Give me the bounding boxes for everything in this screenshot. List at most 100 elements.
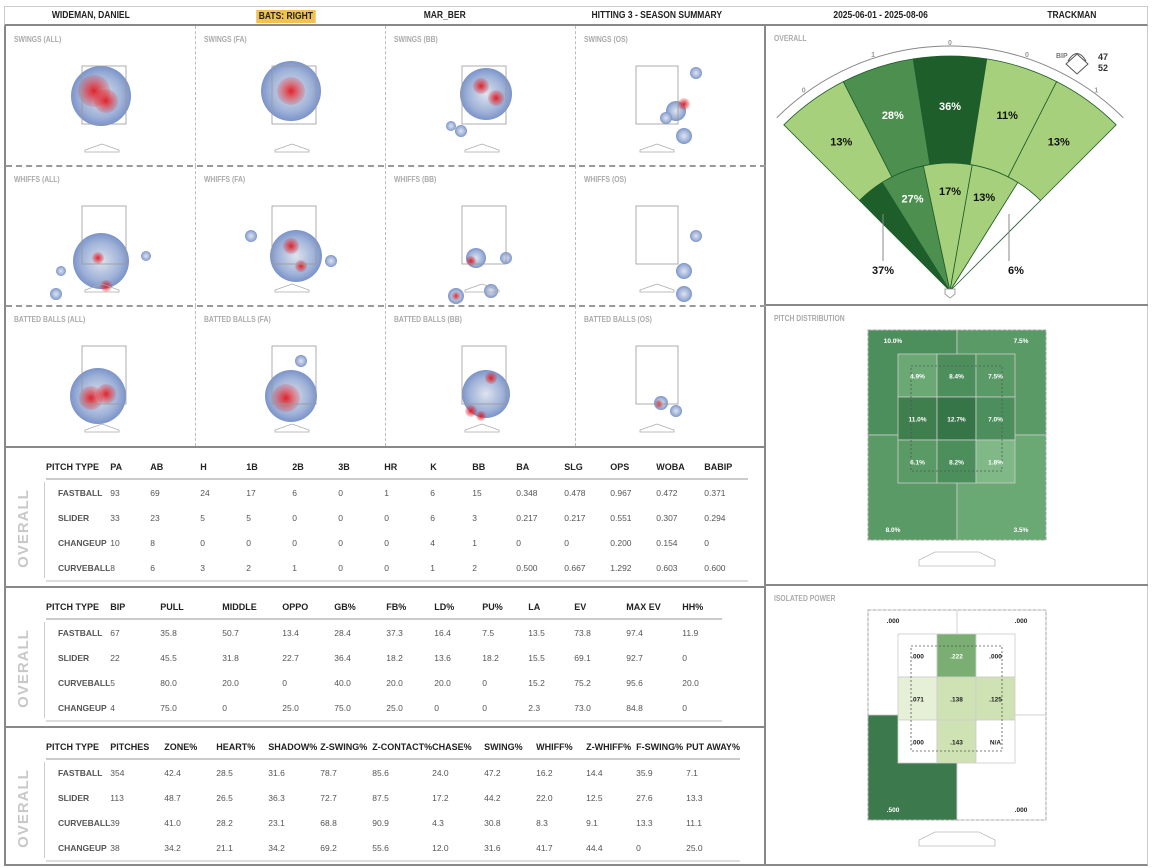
stat-cell: 8 [150, 537, 155, 548]
stat-cell: 0.472 [656, 487, 678, 498]
zone-value: 7.5% [988, 374, 1003, 381]
right-panel: OVERALL 13% 28% 36% 11% 13% 27% 17% 13% 37% 6% 0 1 0… [766, 26, 1148, 866]
plate-discipline-table: OVERALL PITCH TYPE PITCHES ZONE% HEART% SHAD… [6, 726, 766, 864]
zone-value: .143 [950, 740, 963, 747]
home-plate-icon [274, 423, 310, 433]
home-plate-icon [84, 283, 120, 293]
stat-cell: 17.2 [432, 792, 449, 803]
stat-cell: 69 [150, 487, 160, 498]
home-plate-icon [918, 551, 996, 567]
stat-cell: 44.2 [484, 792, 501, 803]
iso-power-zone: .000 .000 .500 .000 .000 .222 .000 .071 .138 .125… [867, 609, 1047, 847]
heatmap-label: WHIFFS (BB) [394, 175, 437, 184]
column-header: LA [528, 596, 575, 620]
zone-value: .500 [887, 807, 900, 814]
column-header: EV [574, 596, 627, 620]
hr-count: 1 [871, 52, 875, 59]
stat-cell: 0.217 [516, 512, 538, 523]
zone-value: .125 [989, 697, 1002, 704]
stat-cell: 0 [564, 537, 569, 548]
heat-blob [476, 411, 486, 421]
heatmap-plot [261, 61, 321, 153]
inner-zone [936, 353, 977, 398]
zone-value: 1.8% [988, 460, 1003, 467]
heat-blob [676, 286, 692, 302]
stat-cell: 7.1 [686, 767, 698, 778]
pitch-type-cell: FASTBALL [58, 627, 103, 638]
stat-cell: 24 [200, 487, 210, 498]
strike-zone [635, 205, 679, 265]
divider [44, 622, 45, 718]
table-row: CHANGEUP 10 8 0 0 0 0 0 4 1 0 0 0.200 0.154 0 [46, 530, 748, 555]
stat-cell: 18.2 [482, 652, 499, 663]
stat-cell: 11.9 [682, 627, 699, 638]
zone-value: 7.5% [1014, 338, 1029, 345]
stat-cell: 4 [110, 695, 161, 722]
stat-cell: 5 [110, 677, 115, 688]
column-header: H [200, 456, 247, 480]
stat-cell: 0.967 [610, 487, 632, 498]
stat-cell: 48.7 [164, 792, 181, 803]
bip-value: 52 [1098, 63, 1108, 73]
stat-cell: 28.2 [216, 817, 233, 828]
heatmap-plot [265, 345, 317, 433]
hr-count: 0 [802, 88, 806, 95]
column-header: PITCH TYPE [46, 736, 111, 760]
outfield-pct: 11% [996, 110, 1018, 122]
zone-border [867, 329, 1047, 541]
stat-cell: 5 [246, 512, 251, 523]
stat-cell: 0.603 [656, 555, 705, 582]
column-header: BABIP [704, 456, 749, 480]
stats-table: PITCH TYPE PITCHES ZONE% HEART% SHADOW% Z-SWI… [46, 736, 740, 862]
heat-blob [465, 405, 477, 417]
stat-cell: 33 [110, 512, 120, 523]
table-row: CURVEBALL 39 41.0 28.2 23.1 68.8 90.9 4.3 30.8 8.… [46, 810, 740, 835]
column-header: HH% [682, 596, 723, 620]
stat-cell: 0 [482, 677, 487, 688]
stat-cell: 113 [110, 792, 124, 803]
pitch-type-cell: SLIDER [58, 652, 90, 663]
stat-cell: 69.2 [320, 835, 373, 862]
stat-cell: 0 [282, 677, 287, 688]
stat-cell: 41.0 [164, 817, 181, 828]
stat-cell: 21.1 [216, 835, 269, 862]
column-header: PULL [160, 596, 223, 620]
column-header: PU% [482, 596, 529, 620]
pitch-distribution-section: PITCH DISTRIBUTION 10.0% 7.5% 8.0% 3.5% 4.9%… [766, 306, 1148, 586]
stat-cell: 15.5 [528, 652, 545, 663]
stat-cell: 7.5 [482, 627, 495, 638]
stat-cell: 12.5 [586, 792, 603, 803]
diamond-icon [1065, 53, 1089, 75]
home-plate-icon [464, 423, 500, 433]
stat-cell: 67 [110, 627, 120, 638]
stat-cell: 0.478 [564, 487, 586, 498]
heat-blob [272, 384, 300, 412]
home-plate-icon [464, 143, 500, 153]
table-row: CHANGEUP 38 34.2 21.1 34.2 69.2 55.6 12.0 31.6 41… [46, 835, 740, 862]
column-header: MAX EV [626, 596, 683, 620]
batted-ball-table: OVERALL PITCH TYPE BIP PULL MIDDLE OPPO GB% FB… [6, 586, 766, 726]
stat-cell: 0.667 [564, 555, 611, 582]
heat-blob [56, 266, 66, 276]
column-header: Z-WHIFF% [586, 736, 637, 760]
column-header: HR [384, 456, 431, 480]
heatmap-plot [50, 205, 151, 300]
pitch-distribution-zone: 10.0% 7.5% 8.0% 3.5% 4.9% 8.4% 7.5% 11.0% 12.7% 7… [867, 329, 1047, 567]
stat-cell: 72.7 [320, 792, 337, 803]
foul-zone-right [949, 181, 1042, 292]
stat-cell: 24.0 [432, 767, 449, 778]
column-header: OPPO [282, 596, 335, 620]
home-plate-icon [274, 143, 310, 153]
stat-cell: 12.0 [432, 835, 485, 862]
inner-zone [897, 353, 938, 398]
column-header: SLG [564, 456, 611, 480]
heat-blob [96, 384, 116, 404]
table-row: CHANGEUP 4 75.0 0 25.0 75.0 25.0 0 0 2.3 73.0 84.8 0 [46, 695, 723, 722]
inner-zone [975, 719, 1016, 764]
table-row: SLIDER 33 23 5 5 0 0 0 6 3 0.217 0.217 0.551 0.307 0.2… [46, 505, 748, 530]
stat-cell: 25.0 [282, 695, 335, 722]
column-header: WHIFF% [536, 736, 587, 760]
divider [6, 165, 766, 167]
stat-cell: 35.8 [160, 627, 177, 638]
zone-value: .138 [950, 697, 963, 704]
